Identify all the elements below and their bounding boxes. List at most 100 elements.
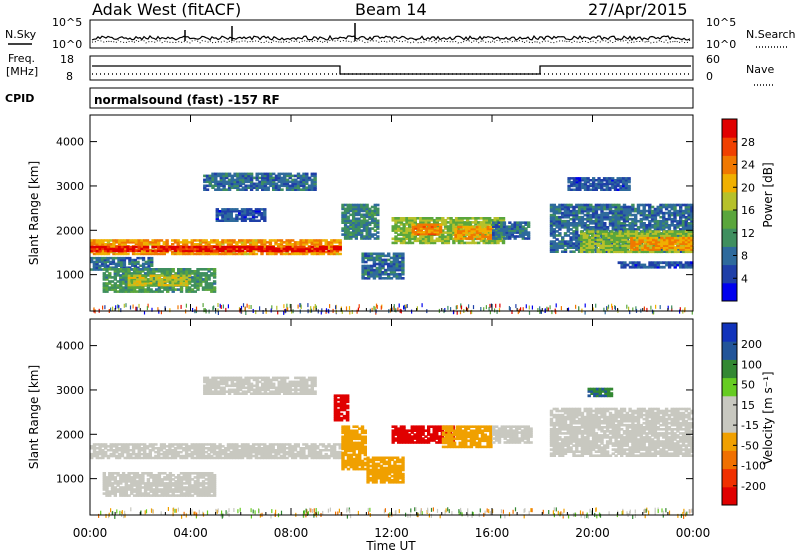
data-cell (485, 217, 489, 220)
data-cell (226, 252, 231, 256)
data-cell (676, 263, 680, 267)
data-cell (381, 260, 385, 264)
data-cell (684, 226, 688, 229)
data-cell (555, 209, 559, 213)
data-cell (158, 309, 160, 314)
data-cell (589, 184, 593, 188)
data-cell (381, 252, 385, 256)
data-cell (258, 176, 262, 180)
data-cell (411, 229, 415, 232)
data-cell (549, 305, 551, 310)
data-cell (210, 241, 214, 244)
data-cell (497, 225, 501, 228)
data-cell (114, 266, 118, 269)
data-cell (468, 231, 473, 234)
data-cell (421, 221, 426, 224)
data-cell (671, 307, 673, 312)
data-cell (126, 249, 130, 253)
data-cell (362, 207, 367, 211)
freq-tick-bottom: 8 (66, 70, 73, 83)
data-cell (376, 223, 380, 226)
data-cell (563, 224, 568, 227)
data-cell (272, 182, 276, 186)
data-cell (561, 242, 565, 245)
data-cell (569, 222, 573, 225)
data-cell (260, 217, 264, 221)
data-cell (665, 230, 669, 233)
data-cell (106, 252, 111, 256)
data-cell (373, 225, 377, 228)
data-cell (687, 217, 691, 221)
data-cell (221, 245, 225, 249)
data-cell (106, 266, 110, 269)
data-cell (395, 254, 399, 258)
data-cell (215, 243, 219, 246)
data-cell (140, 250, 144, 254)
data-cell (459, 233, 463, 236)
data-cell (474, 217, 478, 220)
data-cell (282, 252, 286, 256)
data-cell (124, 278, 128, 281)
data-cell (421, 237, 426, 241)
data-cell (656, 263, 661, 267)
data-cell (127, 276, 131, 279)
data-cell (662, 226, 666, 229)
data-cell (642, 205, 646, 209)
data-cell (435, 239, 439, 243)
data-cell (346, 231, 350, 234)
data-cell (569, 240, 573, 243)
data-cell (143, 288, 148, 291)
data-cell (368, 229, 372, 232)
data-cell (144, 266, 148, 269)
data-cell (254, 243, 259, 246)
data-cell (580, 207, 585, 211)
data-cell (572, 205, 576, 209)
data-cell (452, 219, 456, 222)
data-cell (138, 286, 142, 289)
data-cell (569, 217, 573, 221)
data-cell (271, 305, 273, 310)
data-cell (575, 203, 579, 207)
data-cell (637, 261, 641, 265)
data-cell (269, 172, 273, 176)
data-cell (608, 215, 613, 219)
data-cell (462, 237, 466, 240)
data-cell (274, 241, 278, 244)
data-cell (447, 305, 449, 310)
data-cell (607, 304, 610, 309)
data-cell (622, 211, 627, 215)
data-cell (667, 263, 672, 267)
data-cell (650, 224, 655, 227)
data-cell (360, 235, 364, 238)
data-cell (354, 207, 358, 211)
data-cell (549, 232, 554, 235)
data-cell (615, 246, 620, 249)
data-cell (657, 248, 661, 251)
data-cell (606, 306, 608, 311)
data-cell (477, 217, 481, 220)
data-cell (238, 172, 243, 176)
data-cell (367, 252, 371, 256)
data-cell (610, 238, 614, 241)
data-cell (251, 247, 256, 251)
data-cell (653, 211, 658, 215)
data-cell (243, 211, 247, 215)
data-cell (320, 310, 322, 315)
data-cell (262, 310, 264, 314)
data-cell (246, 213, 250, 217)
data-cell (204, 268, 208, 271)
data-cell (443, 227, 448, 230)
data-cell (467, 307, 469, 312)
data-cell (570, 184, 574, 188)
data-cell (681, 209, 686, 213)
data-cell (210, 247, 214, 251)
data-cell (424, 241, 428, 245)
data-cell (392, 266, 397, 270)
data-cell (360, 203, 364, 207)
data-cell (283, 180, 287, 184)
data-cell (588, 244, 592, 247)
data-cell (352, 231, 356, 234)
data-cell (621, 250, 625, 254)
data-cell (352, 227, 356, 230)
